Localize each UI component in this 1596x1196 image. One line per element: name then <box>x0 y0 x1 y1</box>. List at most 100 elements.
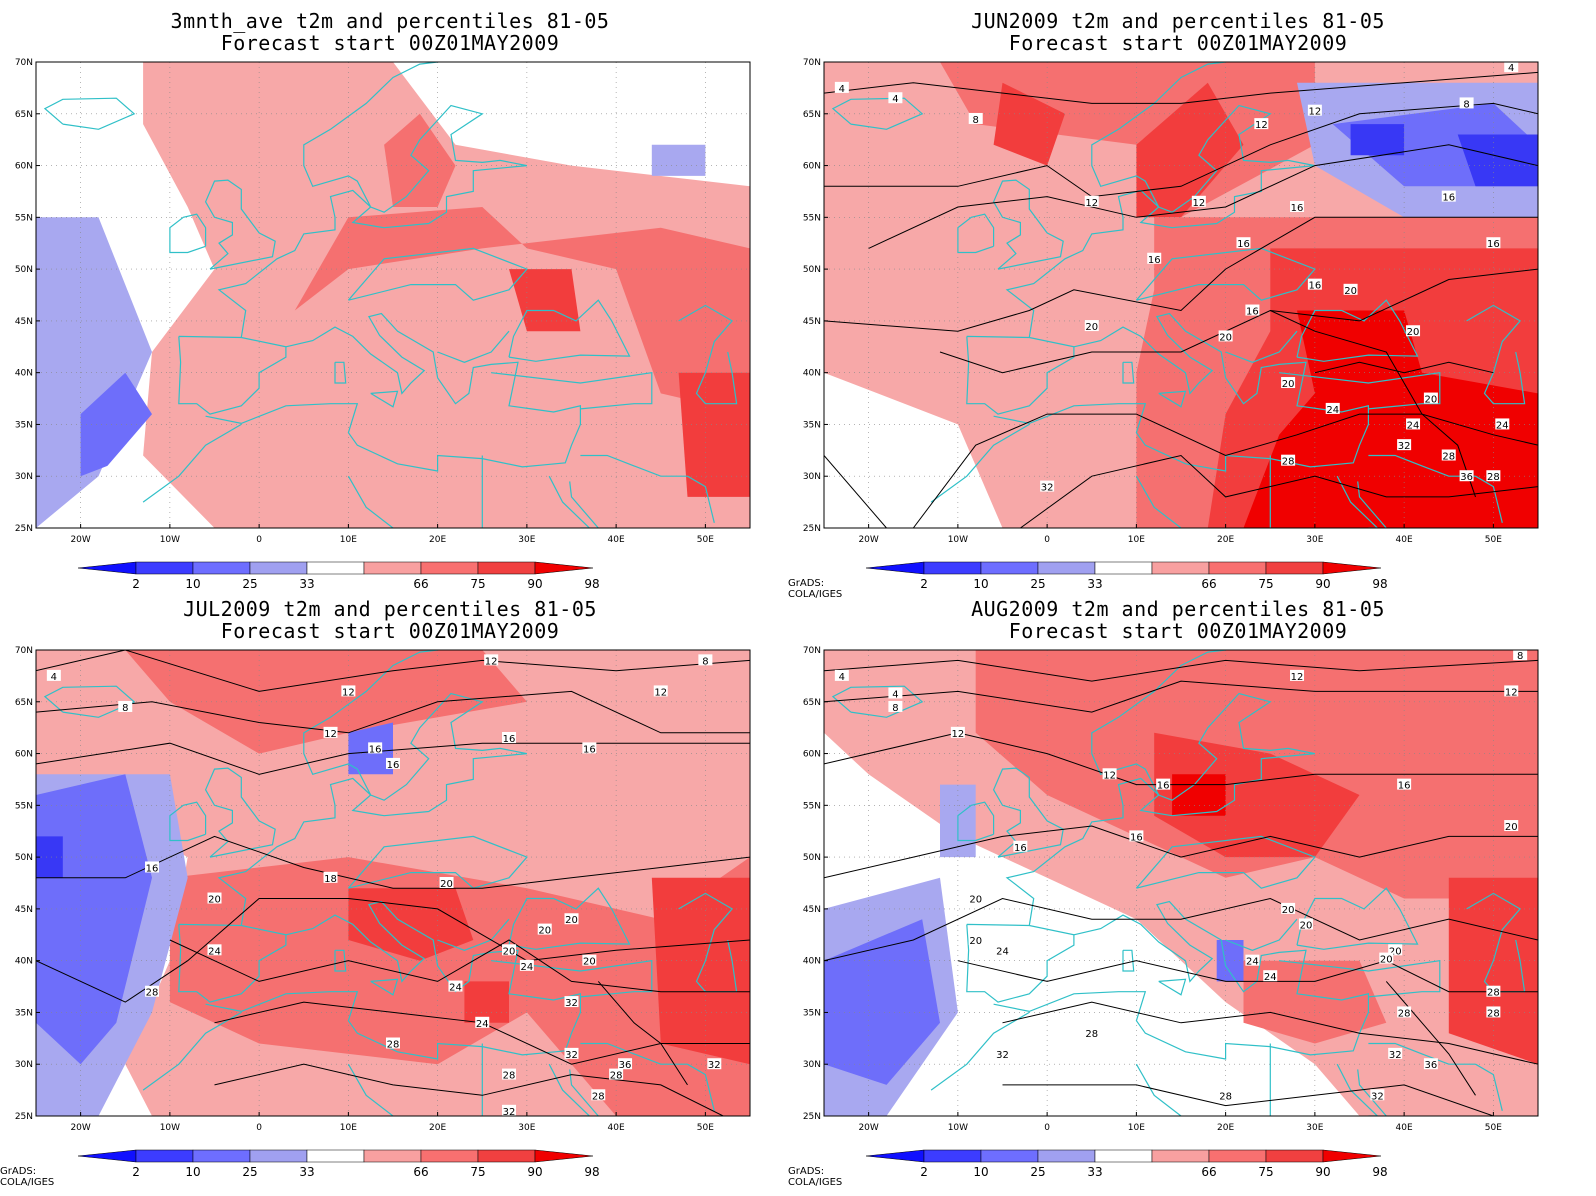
contour-label-bg <box>1441 190 1456 202</box>
contour-label-bg <box>1388 1047 1403 1059</box>
contour-label: 28 <box>1442 452 1455 463</box>
contour-label-bg <box>1406 325 1421 337</box>
contour-label-bg <box>968 112 983 124</box>
colorbar: 2 10 25 33 66 75 90 98 <box>865 561 1388 591</box>
contour-label-bg <box>888 92 903 104</box>
coastline <box>831 97 924 130</box>
shaded-region <box>294 207 750 415</box>
longitude-tick-label: 10E <box>340 1123 357 1133</box>
longitude-tick-label: 10E <box>1128 1123 1145 1133</box>
coastline <box>370 390 399 408</box>
coastline <box>1336 1063 1379 1116</box>
longitude-tick-label: 50E <box>697 535 714 545</box>
colorbar-label: 2 <box>920 1165 928 1179</box>
contour-label: 20 <box>440 879 453 890</box>
map-plot: 70N 65N 60N 55N 50N 45N 40N 35N 30N 25N 20W 10W 0 10E… <box>15 58 751 591</box>
coastline <box>992 179 1064 270</box>
coastline <box>1466 304 1526 405</box>
colorbar-segment <box>1265 561 1324 575</box>
contour-label: 12 <box>1505 687 1518 698</box>
contour-label-bg <box>950 726 965 738</box>
colorbar-segment <box>420 561 479 575</box>
longitude-tick-label: 50E <box>697 1123 714 1133</box>
contour-label: 24 <box>449 983 462 994</box>
latitude-tick-label: 25N <box>15 524 33 534</box>
contour-label: 4 <box>1508 63 1514 74</box>
coastline <box>1158 978 1187 996</box>
contour-label-bg <box>834 81 849 93</box>
colorbar-arrow-high <box>534 561 594 575</box>
colorbar-segment <box>1037 561 1096 575</box>
contour-label-bg <box>1423 1058 1438 1070</box>
latitude-tick-label: 35N <box>15 420 33 430</box>
latitude-tick-label: 65N <box>803 110 821 120</box>
contour-label-bg <box>1191 195 1206 207</box>
contour-label: 16 <box>1291 203 1304 214</box>
contour-label-bg <box>1459 97 1474 109</box>
title-line-1: JUL2009 t2m and percentiles 81-05 <box>183 597 597 621</box>
coastline <box>1357 481 1387 528</box>
contour-label-bg <box>698 654 713 666</box>
contour-label: 32 <box>1398 441 1411 452</box>
map-frame <box>823 649 1539 1117</box>
shaded-region <box>1350 124 1405 156</box>
contour-label: 4 <box>839 672 845 683</box>
contour-label: 12 <box>342 687 355 698</box>
contour-label-bg <box>145 985 160 997</box>
coastline <box>1466 892 1526 993</box>
colorbar-segment <box>477 1149 536 1163</box>
contour-label-bg <box>1298 918 1313 930</box>
coastline <box>687 1063 715 1111</box>
contour-label: 16 <box>146 863 159 874</box>
colorbar-label: 10 <box>185 577 200 591</box>
shaded-region <box>36 836 63 878</box>
latitude-tick-label: 30N <box>15 472 33 482</box>
colorbar: 2 10 25 33 66 75 90 98 <box>77 561 600 591</box>
contour-label-bg <box>46 669 61 681</box>
colorbar-segment <box>306 1149 365 1163</box>
contour-label: 20 <box>565 915 578 926</box>
colorbar-segment <box>249 1149 308 1163</box>
colorbar-label: 10 <box>973 577 988 591</box>
coastline <box>1368 1042 1476 1065</box>
contour-label: 16 <box>1309 281 1322 292</box>
contour-label-bg <box>564 913 579 925</box>
coastline <box>1279 960 1441 998</box>
coastline <box>678 304 738 405</box>
colorbar-segment <box>306 561 365 575</box>
latitude-tick-label: 45N <box>803 905 821 915</box>
temperature-contour <box>1002 1084 1494 1116</box>
temperature-contour <box>824 825 1538 879</box>
map-frame <box>35 649 751 1117</box>
contour-label: 20 <box>969 895 982 906</box>
contour-label: 28 <box>610 1071 623 1082</box>
coastline <box>204 767 276 858</box>
contour-label: 4 <box>892 94 898 105</box>
shaded-region <box>348 888 474 961</box>
contour-label-bg <box>1459 470 1474 482</box>
coastline <box>491 960 653 998</box>
shaded-region <box>993 82 1065 166</box>
coastline <box>1475 475 1503 523</box>
contour-label: 32 <box>565 1050 578 1061</box>
colorbar-label: 66 <box>1201 577 1216 591</box>
colorbar-label: 98 <box>1372 1165 1387 1179</box>
contour-label-bg <box>1423 392 1438 404</box>
contour-label: 24 <box>1264 972 1277 983</box>
title-line-2: Forecast start 00Z01MAY2009 <box>1008 619 1348 643</box>
longitude-tick-label: 10W <box>948 535 968 545</box>
contour-label: 20 <box>1344 286 1357 297</box>
contour-label: 16 <box>1237 239 1250 250</box>
shaded-region <box>143 62 750 528</box>
longitude-tick-label: 30E <box>1306 1123 1323 1133</box>
shaded-region <box>36 774 152 1065</box>
contour-label: 20 <box>1282 379 1295 390</box>
latitude-tick-label: 40N <box>803 369 821 379</box>
contour-label: 20 <box>538 926 551 937</box>
coastline <box>178 923 287 1003</box>
contour-label-bg <box>1307 278 1322 290</box>
longitude-tick-label: 20W <box>70 1123 90 1133</box>
longitude-tick-label: 10W <box>160 1123 180 1133</box>
contour-label-bg <box>1370 1089 1385 1101</box>
longitude-tick-label: 50E <box>1485 1123 1502 1133</box>
